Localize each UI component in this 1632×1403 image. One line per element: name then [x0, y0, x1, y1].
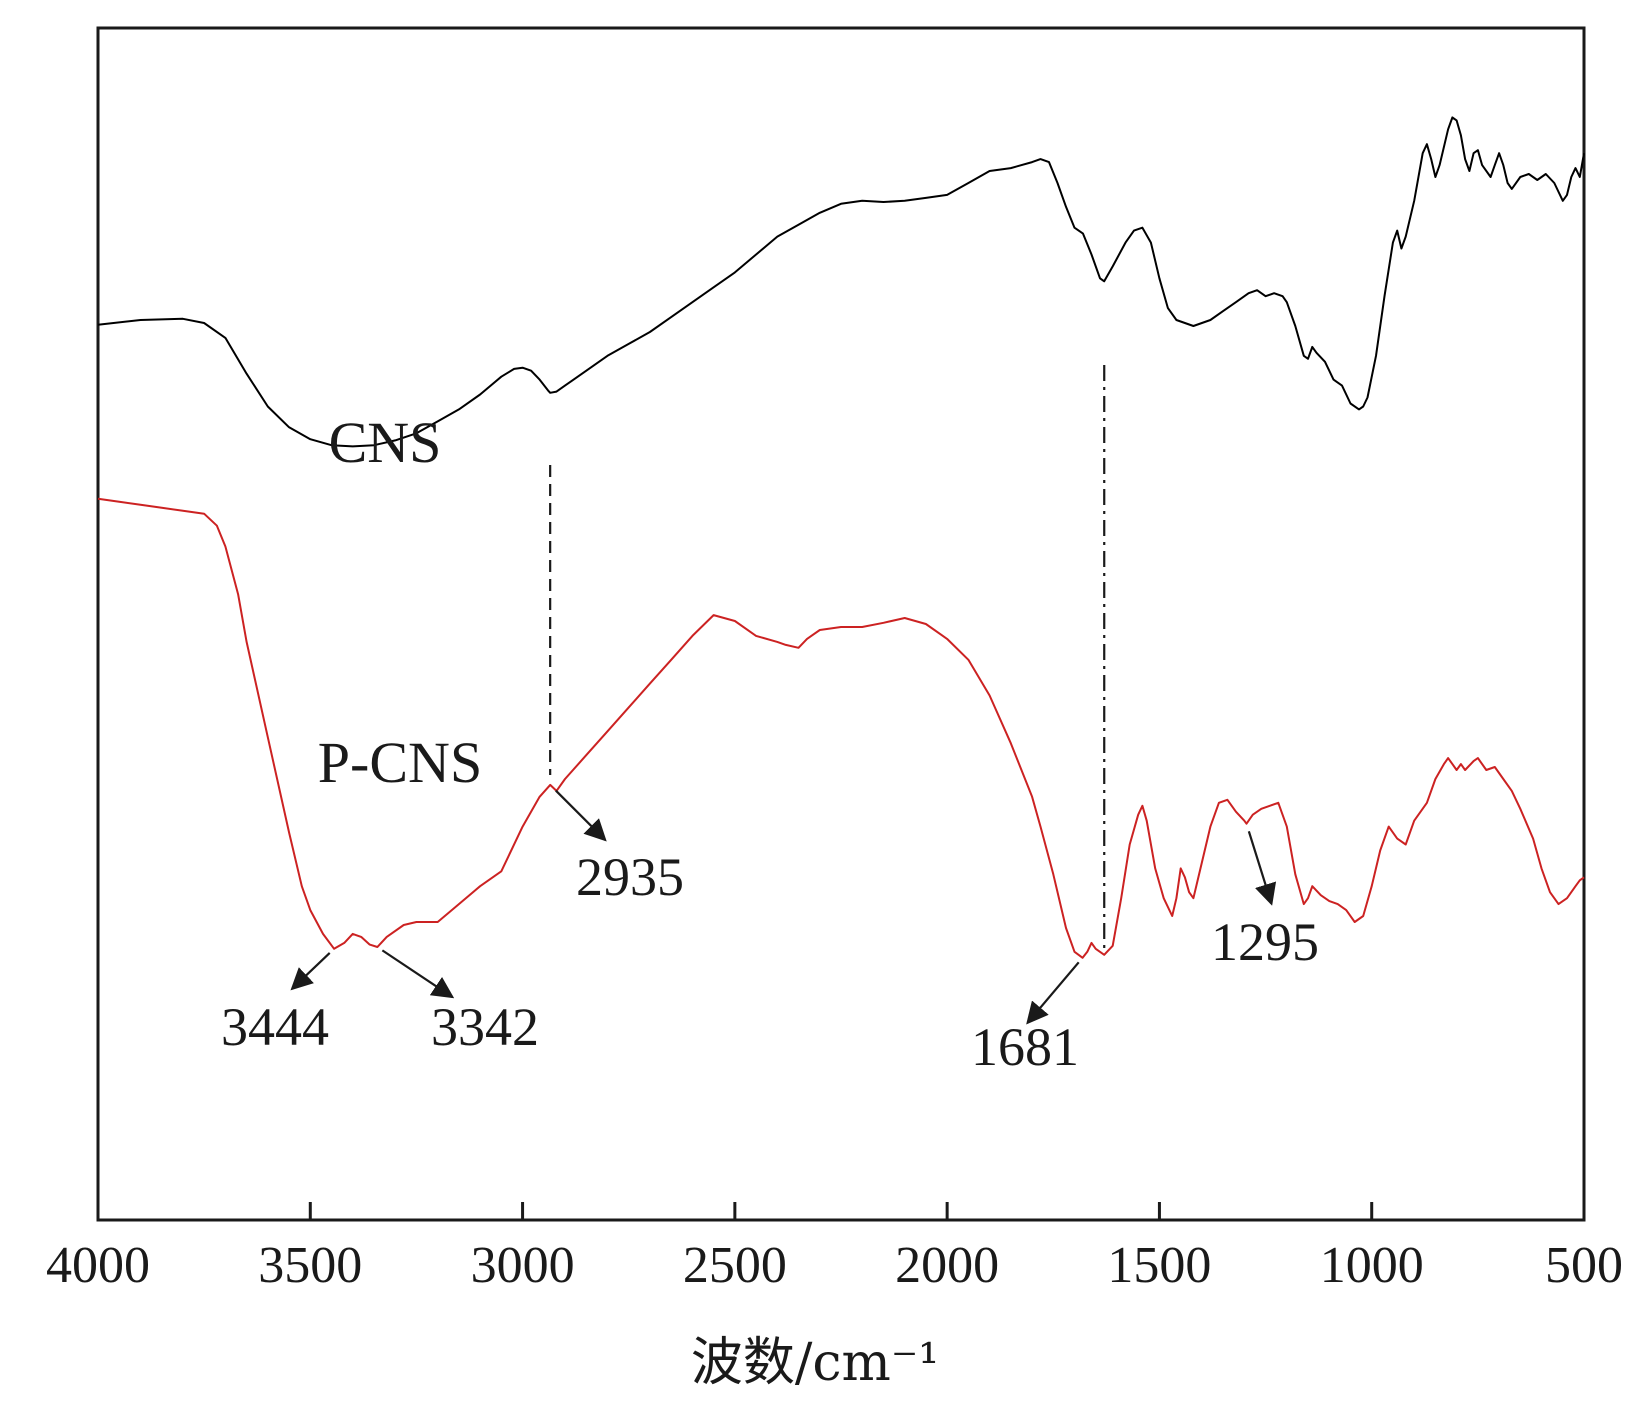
series-line-p-cns: [97, 497, 1585, 959]
annotation-arrow-2935: [555, 789, 607, 842]
x-tick-label-4000: 4000: [46, 1237, 150, 1294]
annotation-arrow-3342: [381, 949, 455, 999]
annotation-label-1295: 1295: [1211, 912, 1319, 972]
x-tick-label-2000: 2000: [895, 1237, 999, 1294]
plot-frame: [96, 26, 1586, 1222]
series-group: [97, 116, 1585, 959]
x-tick-label-2500: 2500: [683, 1237, 787, 1294]
reference-lines: [549, 365, 1106, 955]
series-label-p-cns: P-CNS: [318, 730, 482, 795]
x-axis-title: 波数/cm⁻¹: [691, 1333, 939, 1393]
annotation-label-1681: 1681: [971, 1017, 1079, 1077]
x-tick-label-1000: 1000: [1320, 1237, 1424, 1294]
annotation-arrow-1681: [1026, 961, 1080, 1025]
x-axis-ticks: 4000 3500 3000 2500 2000 1500 1000 500: [46, 1202, 1623, 1294]
x-tick-label-3500: 3500: [258, 1237, 362, 1294]
x-tick-label-500: 500: [1545, 1237, 1623, 1294]
annotation-label-2935: 2935: [576, 847, 684, 907]
series-labels: CNS P-CNS: [318, 410, 482, 795]
series-label-cns: CNS: [329, 410, 442, 475]
annotation-label-3444: 3444: [221, 997, 329, 1057]
annotation-arrow-3444: [290, 952, 331, 991]
series-line-cns: [97, 116, 1585, 448]
peak-annotations: 3444 3342 2935 1681 1295: [221, 789, 1319, 1077]
annotation-arrow-1295: [1247, 830, 1277, 906]
x-tick-label-1500: 1500: [1107, 1237, 1211, 1294]
annotation-label-3342: 3342: [431, 997, 539, 1057]
x-tick-label-3000: 3000: [471, 1237, 575, 1294]
